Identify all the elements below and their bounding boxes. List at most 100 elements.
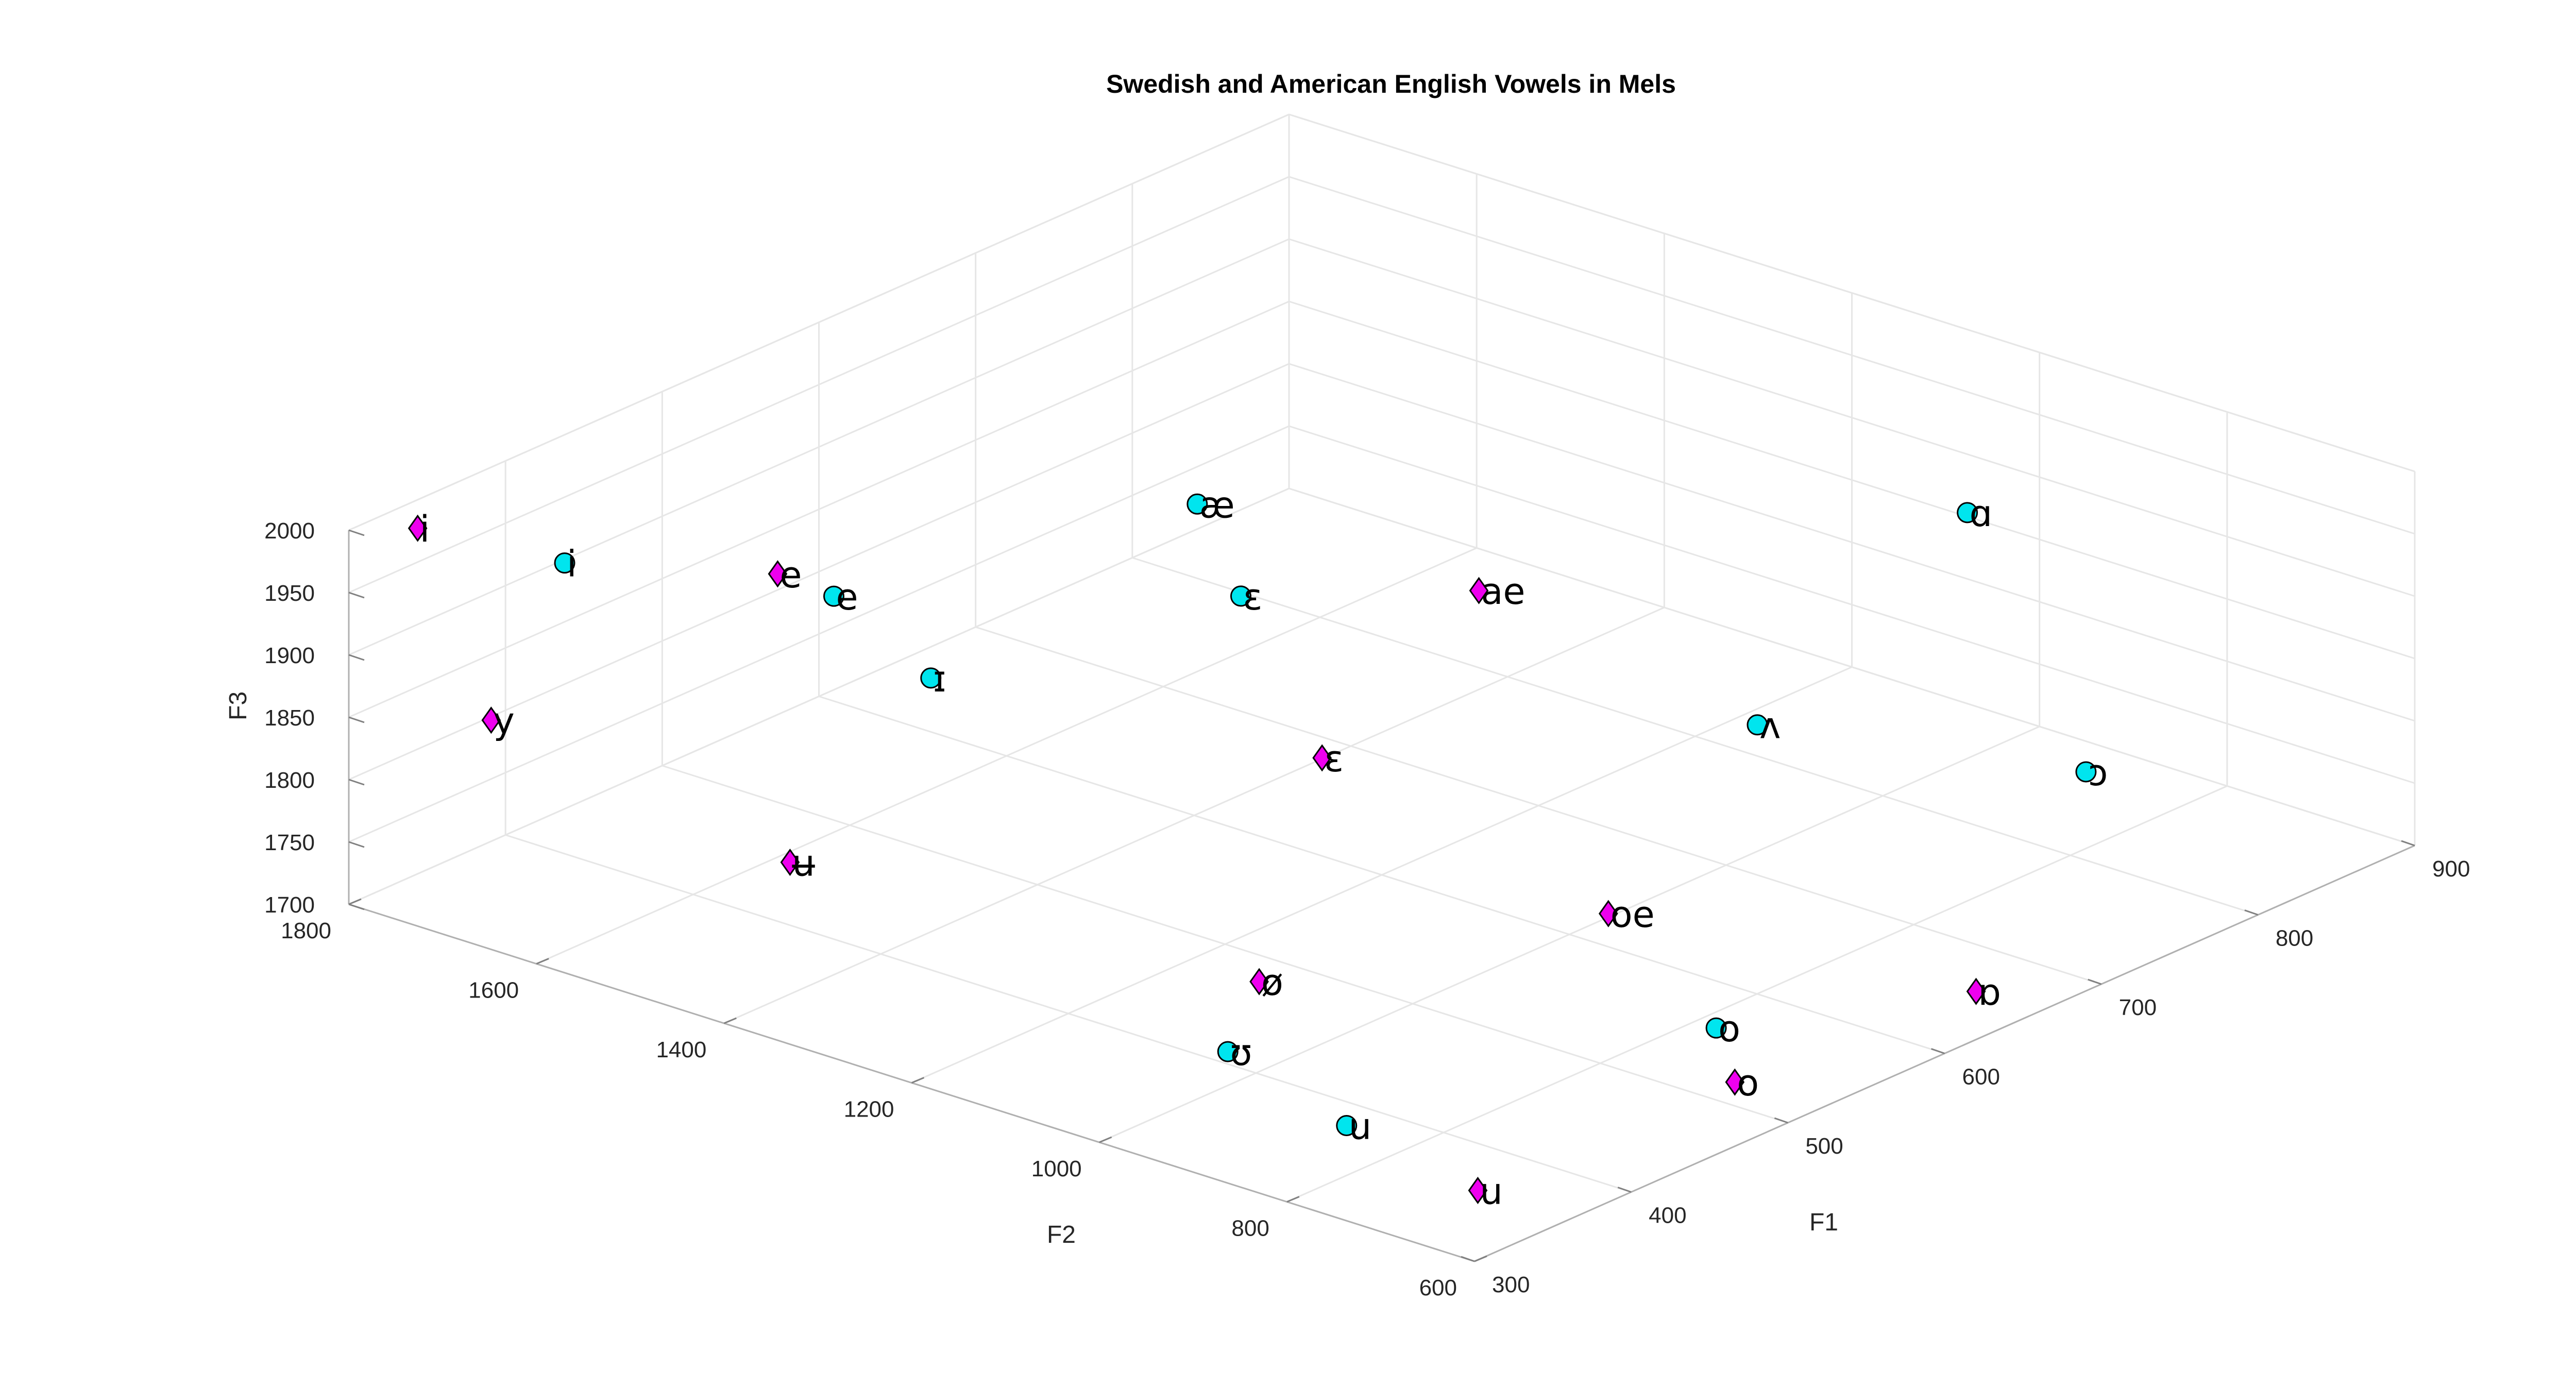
circle-marker — [1705, 1017, 1727, 1039]
circle-marker — [1957, 502, 1978, 523]
circle-marker — [1217, 1041, 1239, 1062]
y-tick-mark — [536, 958, 549, 965]
circle-marker — [823, 585, 844, 607]
y-tick-label: 800 — [1231, 1216, 1269, 1241]
x-tick-label: 900 — [2432, 856, 2470, 882]
tick-labels: 300 400 500 600 700 800 900 600 800 1000 1200 1400 1… — [264, 518, 2470, 1300]
vowel-label: e — [779, 554, 802, 596]
y-tick-label: 1400 — [656, 1037, 706, 1062]
vowel-point: y — [481, 700, 515, 742]
diamond-marker — [408, 514, 428, 542]
vowel-label: i — [567, 543, 577, 585]
diamond-marker — [1966, 977, 1986, 1005]
vowel-point: u — [1468, 1170, 1503, 1212]
vowel-label: ɛ — [1324, 738, 1344, 780]
vowel-label: ʌ — [1759, 705, 1781, 747]
vowel-point: i — [554, 543, 577, 585]
z-tick-mark — [348, 903, 365, 910]
z-tick-label: 2000 — [264, 518, 315, 544]
side-wall-grid-line — [1289, 425, 2415, 784]
vowel-label: o — [1718, 1008, 1740, 1050]
vowel-point: æ — [1187, 484, 1235, 526]
y-tick-mark — [1286, 1196, 1300, 1203]
x-tick-label: 800 — [2276, 926, 2313, 951]
x-tick-mark — [1461, 1256, 1475, 1262]
side-wall-grid-line — [1289, 487, 2415, 847]
vowel-label: o — [1737, 1062, 1759, 1104]
vowel-point: u — [1336, 1105, 1371, 1147]
vowel-label: i — [420, 508, 430, 550]
vowel-point: ɛ — [1230, 576, 1262, 618]
y-tick-label: 1800 — [281, 918, 331, 943]
vowel-point: oe — [1598, 893, 1655, 936]
z-tick-label: 1850 — [264, 705, 315, 731]
vowel-point: ɑ — [1957, 493, 1992, 535]
x-axis-label: F1 — [1809, 1209, 1838, 1236]
side-wall-grid-line — [1289, 238, 2415, 597]
vowel-label: u — [1480, 1170, 1502, 1212]
vowel-point: ʉ — [780, 842, 815, 885]
back-wall-grid-line — [348, 238, 1290, 656]
x-tick-mark — [1931, 1048, 1945, 1054]
z-tick-label: 1700 — [264, 892, 315, 918]
vowel-point: ɛ — [1312, 738, 1344, 780]
floor-grid-line — [723, 606, 1665, 1024]
circle-marker — [554, 552, 575, 574]
x-tick-mark — [2088, 978, 2102, 985]
side-wall-grid-line — [1289, 300, 2415, 660]
box-edge — [348, 113, 1290, 531]
vowel-point: ʌ — [1747, 705, 1781, 747]
vowel-label: ae — [1481, 570, 1526, 613]
y-tick-label: 600 — [1419, 1275, 1457, 1300]
circle-marker — [1230, 585, 1251, 607]
z-tick-label: 1750 — [264, 830, 315, 855]
y-tick-label: 1600 — [468, 978, 519, 1003]
vowel-label: u — [1349, 1105, 1371, 1147]
vowel-label: ɛ — [1243, 576, 1262, 618]
vowel-point: ae — [1469, 570, 1526, 613]
vowel-label: oe — [1611, 893, 1655, 936]
x-tick-mark — [2401, 840, 2415, 847]
vowel-point: ʊ — [1217, 1032, 1252, 1074]
vowel-point: ɪ — [920, 658, 946, 700]
diamond-marker — [768, 560, 788, 588]
floor-grid-line — [911, 666, 1853, 1084]
back-wall-grid-line — [348, 300, 1290, 718]
axes — [348, 529, 2415, 1262]
diamond-marker — [1312, 744, 1332, 772]
x-tick-mark — [2244, 909, 2259, 916]
back-wall-grid-line — [348, 176, 1290, 594]
grid-lines — [348, 113, 2416, 1262]
diamond-marker — [1249, 968, 1269, 995]
chart-title: Swedish and American English Vowels in M… — [1106, 70, 1676, 98]
vowel-label: ɪ — [933, 658, 946, 700]
diamond-marker — [1469, 577, 1489, 604]
vowel-point: ø — [1249, 961, 1283, 1004]
diamond-marker — [1725, 1068, 1745, 1096]
circle-marker — [920, 667, 942, 689]
x-tick-mark — [1774, 1117, 1788, 1124]
z-tick-mark — [348, 592, 365, 599]
back-wall-grid-line — [348, 487, 1290, 905]
vowel-label: ɒ — [1978, 971, 2001, 1014]
vowel-point: ɔ — [2075, 752, 2108, 794]
diamond-marker — [780, 848, 800, 876]
x-tick-label: 500 — [1805, 1134, 1843, 1159]
z-tick-label: 1800 — [264, 768, 315, 793]
floor-grid-line — [536, 547, 1477, 965]
z-tick-label: 1900 — [264, 643, 315, 668]
vowel-point: i — [408, 508, 430, 550]
x-tick-label: 400 — [1649, 1203, 1686, 1228]
vowel-point: e — [823, 576, 858, 618]
circle-marker — [1336, 1114, 1358, 1136]
diamond-marker — [481, 706, 501, 734]
z-axis-label: F3 — [225, 691, 252, 720]
vowel-point: e — [768, 554, 802, 596]
vowel-label: ʉ — [792, 842, 815, 885]
z-tick-mark — [348, 716, 365, 723]
y-axis-label: F2 — [1047, 1221, 1076, 1248]
z-tick-mark — [348, 654, 365, 661]
side-wall-grid-line — [1289, 176, 2415, 535]
vowel-label: ʊ — [1230, 1032, 1252, 1074]
